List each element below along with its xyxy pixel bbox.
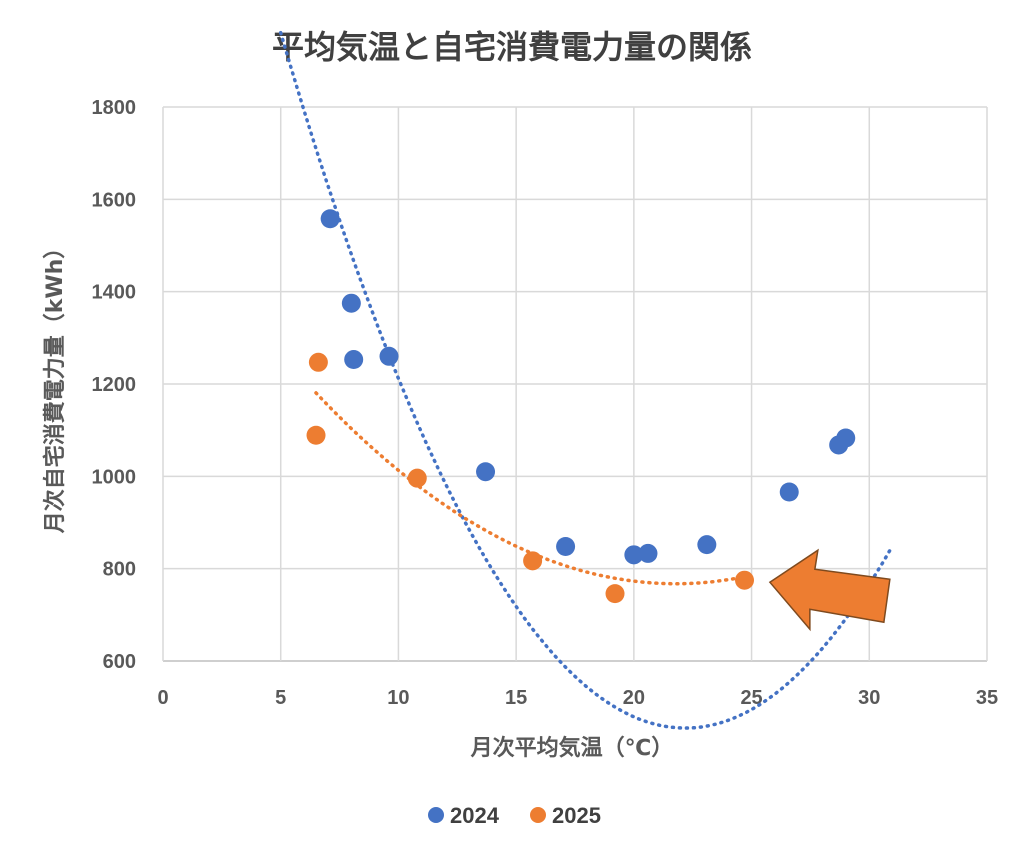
x-axis-label: 月次平均気温（℃）: [470, 735, 674, 761]
x-tick-labels: 0 5 10 15 20 25 30 35: [157, 687, 998, 709]
point-2024[interactable]: [697, 535, 717, 555]
y-tick-label: 600: [103, 651, 136, 673]
chart-title: 平均気温と自宅消費電力量の関係: [272, 28, 752, 66]
point-2024[interactable]: [624, 545, 644, 565]
legend-item-2025[interactable]: 2025: [530, 803, 601, 828]
point-2025[interactable]: [605, 584, 625, 604]
y-tick-label: 1800: [92, 97, 137, 119]
x-tick-label: 25: [740, 687, 762, 709]
trendline-2024: [278, 30, 893, 730]
y-tick-label: 1600: [92, 189, 137, 211]
point-2024[interactable]: [341, 293, 361, 313]
legend-marker: [428, 807, 444, 823]
x-tick-label: 5: [275, 687, 286, 709]
point-2024[interactable]: [556, 537, 576, 557]
x-tick-label: 10: [387, 687, 409, 709]
point-2025[interactable]: [308, 352, 328, 372]
point-2024[interactable]: [476, 462, 496, 482]
y-axis-label: 月次自宅消費電力量（kWh）: [42, 237, 68, 535]
y-tick-label: 1200: [92, 374, 137, 396]
point-2024[interactable]: [779, 482, 799, 502]
y-tick-label: 1000: [92, 466, 137, 488]
y-tick-label: 1400: [92, 282, 137, 304]
x-tick-label: 35: [976, 687, 998, 709]
x-tick-label: 30: [858, 687, 880, 709]
y-tick-labels: 600 800 1000 1200 1400 1600 1800: [92, 97, 137, 673]
point-2025[interactable]: [735, 570, 755, 590]
trendline-2025: [314, 391, 749, 586]
point-2024[interactable]: [320, 209, 340, 229]
x-tick-label: 20: [623, 687, 645, 709]
point-2025[interactable]: [306, 425, 326, 445]
legend-label: 2024: [450, 803, 500, 828]
legend-item-2024[interactable]: 2024: [428, 803, 500, 828]
annotation-layer: [768, 548, 891, 632]
legend-label: 2025: [552, 803, 601, 828]
point-2025[interactable]: [523, 551, 543, 571]
annotation-arrow: [768, 548, 891, 632]
point-2025[interactable]: [407, 468, 427, 488]
point-2024[interactable]: [379, 346, 399, 366]
data-points: [306, 209, 856, 604]
grid: [162, 106, 988, 662]
point-2024[interactable]: [836, 428, 856, 448]
legend[interactable]: 2024 2025: [428, 803, 601, 828]
legend-marker: [530, 807, 546, 823]
point-2024[interactable]: [638, 543, 658, 563]
point-2024[interactable]: [344, 350, 364, 370]
x-tick-label: 0: [157, 687, 168, 709]
y-tick-label: 800: [103, 559, 136, 581]
trendlines: [278, 30, 893, 730]
x-tick-label: 15: [505, 687, 527, 709]
